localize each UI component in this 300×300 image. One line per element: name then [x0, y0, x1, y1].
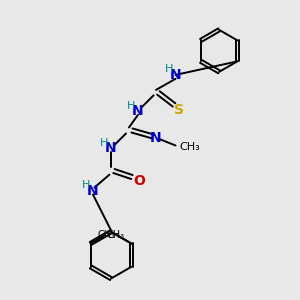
Text: S: S — [174, 103, 184, 117]
Text: H: H — [82, 180, 91, 190]
Text: N: N — [150, 131, 162, 145]
Text: H: H — [100, 138, 109, 148]
Text: N: N — [170, 68, 182, 82]
Text: CH₃: CH₃ — [106, 230, 124, 240]
Text: N: N — [87, 184, 99, 198]
Text: O: O — [133, 174, 145, 188]
Text: CH₃: CH₃ — [97, 230, 116, 240]
Text: H: H — [127, 100, 136, 110]
Text: N: N — [105, 142, 117, 155]
Text: CH₃: CH₃ — [179, 142, 200, 152]
Text: N: N — [132, 104, 144, 118]
Text: H: H — [165, 64, 173, 74]
